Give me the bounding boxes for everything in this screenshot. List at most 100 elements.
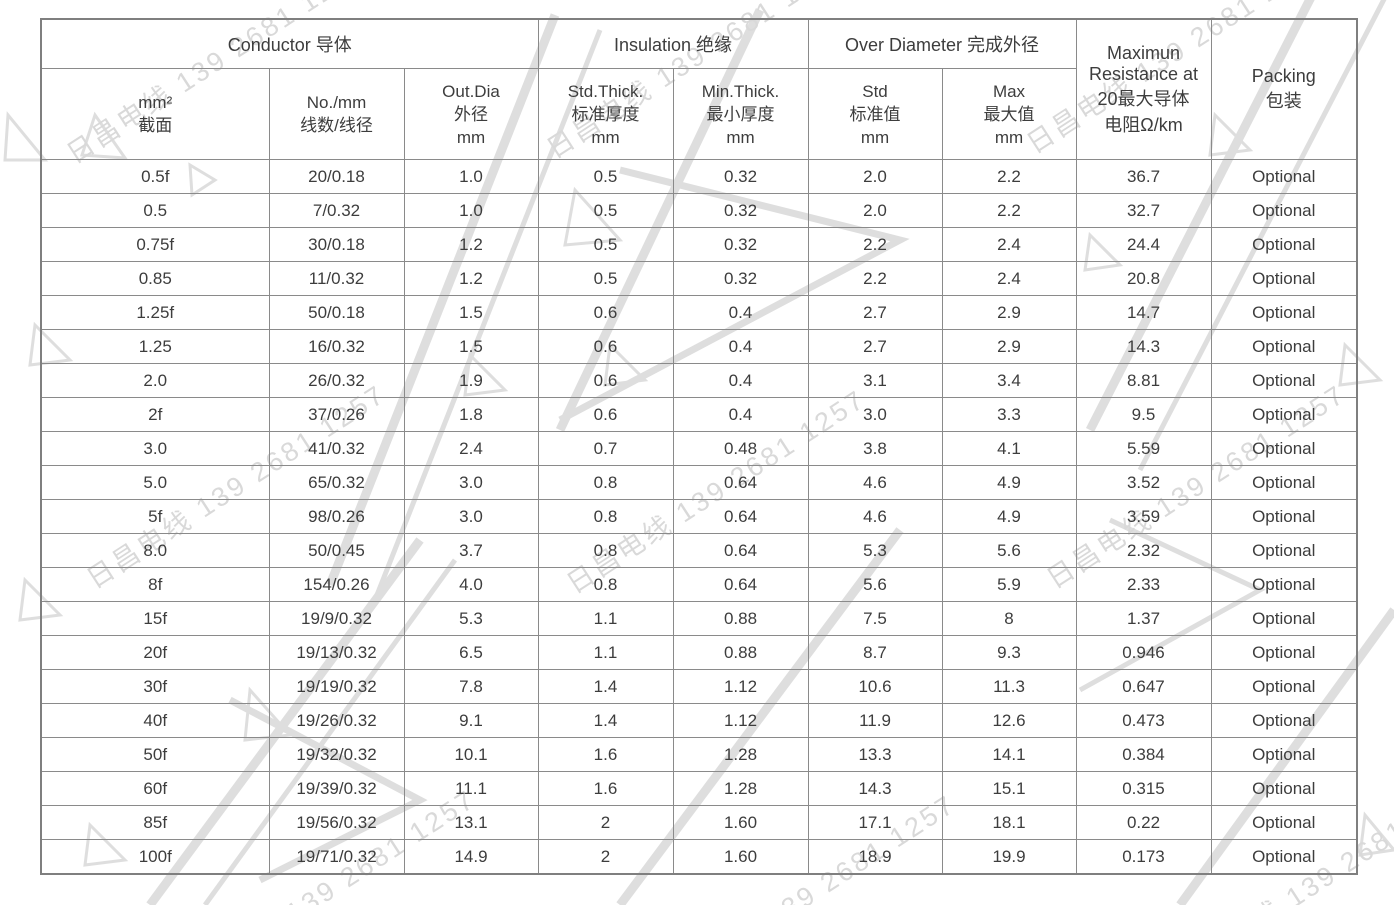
subheader-cross-section: mm² 截面 [40,68,270,160]
table-cell: 17.1 [807,805,943,840]
table-cell: 0.64 [672,499,809,534]
table-cell: 37/0.26 [268,397,405,432]
watermark-triangle-icon [3,111,49,162]
table-row: 85f 19/56/0.32 13.1 2 1.60 17.1 18.1 0.22 Option… [40,805,1358,840]
table-cell: 1.4 [537,669,674,704]
table-cell: 14.9 [403,839,539,875]
table-cell: 1.0 [403,159,539,194]
header-line: 线数/线径 [300,116,373,135]
table-row: 0.75f 30/0.18 1.2 0.5 0.32 2.2 2.4 24.4 Optional [40,227,1358,262]
table-cell: 3.59 [1075,499,1212,534]
table-cell: 20/0.18 [268,159,405,194]
table-cell: 9.3 [941,635,1077,670]
table-cell: 2.7 [807,295,943,330]
table-cell: 2.4 [403,431,539,466]
table-cell: 1.5 [403,295,539,330]
table-cell: 4.9 [941,465,1077,500]
header-line: Resistance at [1088,63,1199,84]
table-cell: 0.8 [537,567,674,602]
table-row: 0.5 7/0.32 1.0 0.5 0.32 2.0 2.2 32.7 Optional [40,193,1358,228]
table-cell: 18.9 [807,839,943,875]
table-row: 30f 19/19/0.32 7.8 1.4 1.12 10.6 11.3 0.647 Opti… [40,669,1358,704]
table-cell: 1.2 [403,227,539,262]
table-row: 5f 98/0.26 3.0 0.8 0.64 4.6 4.9 3.59 Optional [40,499,1358,534]
table-cell: 0.473 [1075,703,1212,738]
table-cell: 1.12 [672,669,809,704]
table-cell: 50f [40,737,270,772]
table-cell: 154/0.26 [268,567,405,602]
table-cell: 1.6 [537,771,674,806]
table-row: 1.25f 50/0.18 1.5 0.6 0.4 2.7 2.9 14.7 Optional [40,295,1358,330]
table-row: 0.85 11/0.32 1.2 0.5 0.32 2.2 2.4 20.8 Optional [40,261,1358,296]
table-cell: 14.3 [807,771,943,806]
subheader-min-thick: Min.Thick. 最小厚度 mm [672,68,809,160]
table-cell: 3.0 [807,397,943,432]
table-cell: 16/0.32 [268,329,405,364]
table-cell: 5.0 [40,465,270,500]
table-cell: 0.88 [672,635,809,670]
header-over-diameter: Over Diameter 完成外径 [807,18,1077,69]
table-cell: 1.60 [672,805,809,840]
table-cell: 4.1 [941,431,1077,466]
table-cell: 0.5 [537,261,674,296]
table-cell: 0.8 [537,533,674,568]
table-cell: 0.32 [672,193,809,228]
table-cell: 32.7 [1075,193,1212,228]
table-cell: 10.6 [807,669,943,704]
table-cell: 0.315 [1075,771,1212,806]
table-cell: 1.28 [672,771,809,806]
table-cell: 8.81 [1075,363,1212,398]
header-line: 最大值 [983,104,1035,124]
table-cell: 19/32/0.32 [268,737,405,772]
table-cell: 15f [40,601,270,636]
table-cell: 2.2 [807,261,943,296]
table-cell: 7.8 [403,669,539,704]
table-cell: 0.5 [40,193,270,228]
header-line: mm² [138,93,173,112]
table-cell: 12.6 [941,703,1077,738]
table-cell: 13.1 [403,805,539,840]
header-line: mm [860,127,890,147]
table-row: 2f 37/0.26 1.8 0.6 0.4 3.0 3.3 9.5 Optional [40,397,1358,432]
table-cell: Optional [1210,465,1358,500]
table-cell: 7.5 [807,601,943,636]
subheader-std-thick: Std.Thick. 标准厚度 mm [537,68,674,160]
table-cell: 4.6 [807,499,943,534]
table-cell: 2.0 [807,159,943,194]
table-cell: Optional [1210,295,1358,330]
table-cell: 3.4 [941,363,1077,398]
table-cell: 0.8 [537,499,674,534]
table-cell: 2.9 [941,295,1077,330]
table-cell: 1.12 [672,703,809,738]
table-cell: 0.85 [40,261,270,296]
table-cell: 3.0 [403,499,539,534]
table-cell: 0.647 [1075,669,1212,704]
table-cell: 11/0.32 [268,261,405,296]
header-line: 外径 [454,104,488,124]
table-cell: 0.6 [537,329,674,364]
table-cell: 6.5 [403,635,539,670]
table-cell: Optional [1210,193,1358,228]
table-cell: 0.5f [40,159,270,194]
table-cell: 1.1 [537,635,674,670]
table-cell: 26/0.32 [268,363,405,398]
table-cell: 2 [537,805,674,840]
table-cell: 8 [941,601,1077,636]
table-cell: 1.9 [403,363,539,398]
table-cell: 50/0.45 [268,533,405,568]
table-cell: 100f [40,839,270,875]
table-cell: 14.7 [1075,295,1212,330]
table-cell: 19/19/0.32 [268,669,405,704]
table-cell: 0.6 [537,397,674,432]
table-cell: Optional [1210,601,1358,636]
table-cell: 1.6 [537,737,674,772]
table-cell: 0.5 [537,227,674,262]
table-cell: 5.6 [941,533,1077,568]
header-line: 电阻Ω/km [1104,114,1183,135]
table-cell: Optional [1210,499,1358,534]
table-cell: Optional [1210,431,1358,466]
subheader-out-dia: Out.Dia 外径 mm [403,68,539,160]
table-cell: 20.8 [1075,261,1212,296]
table-cell: 0.22 [1075,805,1212,840]
